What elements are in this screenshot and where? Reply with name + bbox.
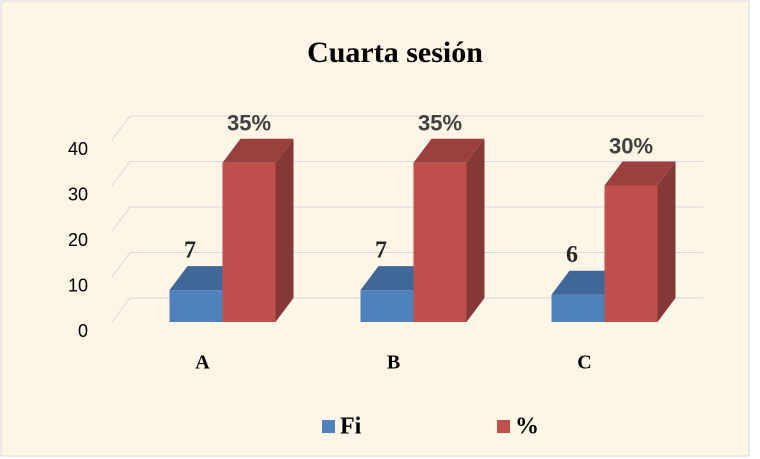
grid-line	[111, 161, 703, 186]
y-tick-label: 0	[78, 321, 88, 341]
bar-side	[657, 161, 676, 322]
legend-label: %	[515, 414, 539, 440]
legend-swatch	[322, 420, 335, 433]
y-tick-label: 30	[68, 184, 88, 204]
chart-title: Cuarta sesión	[307, 36, 483, 69]
legend-label: Fi	[340, 414, 362, 440]
data-label: 30%	[609, 133, 653, 158]
bar	[360, 290, 414, 322]
data-label: 7	[375, 238, 387, 264]
legend-swatch	[497, 420, 510, 433]
bar-side	[466, 138, 485, 322]
data-label: 35%	[227, 111, 271, 136]
grid-line	[111, 206, 703, 232]
grid-line	[111, 115, 703, 141]
y-tick-label: 40	[68, 139, 88, 159]
data-label: 35%	[418, 111, 462, 136]
y-tick-label: 10	[68, 275, 88, 295]
bar-top	[222, 138, 294, 163]
y-tick-label: 20	[68, 230, 88, 250]
data-label: 7	[184, 238, 196, 264]
bar	[413, 162, 467, 322]
x-tick-label: C	[577, 352, 591, 374]
bar	[604, 185, 658, 322]
grid-line	[111, 297, 703, 323]
bar	[551, 294, 605, 322]
data-label: 6	[566, 242, 578, 268]
x-tick-label: B	[387, 352, 400, 374]
bar	[169, 290, 223, 322]
bar-top	[413, 138, 485, 163]
bar-top	[604, 161, 676, 186]
bar-side	[275, 138, 294, 322]
x-tick-label: A	[195, 352, 210, 374]
bar	[222, 162, 276, 322]
grid-line	[111, 252, 703, 277]
